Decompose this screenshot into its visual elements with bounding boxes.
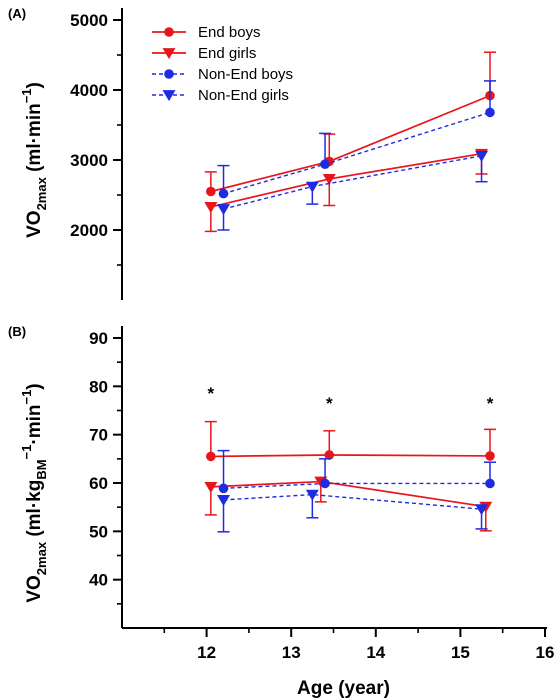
- panel-a-series-end-girls: [204, 148, 489, 233]
- panel-a-data-point-non-end-boys: [320, 159, 330, 169]
- legend-swatch-marker: [162, 90, 176, 102]
- panel-a-y-tick-label: 5000: [70, 11, 108, 30]
- panel-a-data-point-non-end-boys: [485, 107, 495, 118]
- y-axis-title-part: ): [24, 82, 45, 88]
- panel-a-data-point-end-girls: [322, 174, 336, 186]
- x-tick-label: 13: [282, 643, 301, 662]
- panel-a-series-line-non-end-girls: [223, 155, 482, 210]
- panel-a-label: (A): [8, 6, 26, 21]
- panel-b-series-line-end-boys: [210, 454, 491, 458]
- panel-a-series-non-end-girls: [217, 150, 489, 231]
- y-axis-title-part: −1: [19, 390, 34, 405]
- y-axis-title-part: VO: [24, 575, 45, 602]
- panel-b-series-line-non-end-girls: [223, 493, 482, 510]
- panel-b-series-non-end-girls: [217, 489, 489, 533]
- panel-b-data-point-end-boys: [206, 451, 216, 462]
- panel-a: (A) 2000 3000 4000 5000 VO2max (ml·min−1) End …: [8, 6, 497, 300]
- legend: End boys End girls Non-End boys Non-End gir…: [152, 24, 293, 104]
- panel-b-data-point-non-end-boys: [485, 478, 495, 489]
- panel-b-data-point-end-girls: [204, 481, 218, 494]
- panel-b-y-tick-label: 40: [89, 571, 108, 590]
- panel-b-data-point-non-end-girls: [475, 504, 489, 516]
- panel-a-series-non-end-boys: [217, 80, 497, 199]
- panel-b-data-point-non-end-boys: [218, 483, 229, 494]
- panel-a-y-axis-title: VO2max (ml·min−1): [19, 82, 49, 238]
- y-axis-title-part: ·min: [24, 405, 45, 445]
- x-tick-label: 12: [197, 643, 216, 662]
- x-tick-label: 14: [366, 643, 385, 662]
- panel-b-series-non-end-boys: [217, 449, 497, 494]
- significance-marker: *: [326, 394, 333, 413]
- significance-marker: *: [208, 384, 215, 403]
- panel-a-series-line-non-end-boys: [223, 111, 491, 195]
- panel-a-data-point-non-end-girls: [475, 150, 489, 162]
- panel-a-data-point-non-end-girls: [305, 181, 319, 193]
- y-axis-title-part: VO: [24, 210, 45, 237]
- panel-b-series-end-girls: [204, 476, 493, 532]
- x-tick-label: 16: [536, 643, 555, 662]
- panel-a-data-point-non-end-girls: [217, 204, 231, 216]
- x-tick-label: 15: [451, 643, 470, 662]
- panel-a-data-point-end-girls: [204, 202, 218, 214]
- panel-a-y-tick-label: 2000: [70, 221, 108, 240]
- panel-b-data-point-non-end-girls: [305, 489, 319, 501]
- panel-b-y-tick-label: 60: [89, 474, 108, 493]
- significance-marker: *: [487, 394, 494, 413]
- panel-b-y-tick-label: 90: [89, 329, 108, 348]
- panel-b-label: (B): [8, 324, 26, 339]
- y-axis-title-part: 2max: [34, 541, 49, 575]
- legend-swatch-marker: [164, 27, 174, 37]
- panel-a-y-tick-label: 3000: [70, 151, 108, 170]
- y-axis-title-part: (ml·min: [24, 103, 45, 177]
- panel-a-series-line-end-boys: [210, 94, 491, 193]
- legend-swatch-marker: [164, 69, 174, 79]
- legend-label-end-boys: End boys: [198, 24, 261, 41]
- legend-label-end-girls: End girls: [198, 45, 256, 62]
- panel-b-series-line-end-girls: [210, 480, 486, 508]
- panel-b-y-axis-title: VO2max (ml·kgBM−1·min−1): [19, 383, 49, 602]
- y-axis-title-part: −1: [19, 445, 34, 460]
- y-axis-title-part: −1: [19, 88, 34, 103]
- panel-b-y-tick-label: 80: [89, 377, 108, 396]
- panel-a-data-point-non-end-boys: [218, 188, 229, 199]
- panel-b-data-point-non-end-boys: [320, 478, 330, 489]
- x-axis-title: Age (year): [297, 678, 390, 699]
- y-axis-title-part: ): [24, 383, 45, 389]
- legend-label-non-end-boys: Non-End boys: [198, 66, 293, 83]
- panel-b-series-end-boys: [204, 420, 497, 462]
- panel-b-data-point-non-end-girls: [217, 495, 231, 507]
- panel-a-data-point-end-boys: [206, 186, 216, 197]
- panel-b-y-tick-label: 50: [89, 522, 108, 541]
- legend-label-non-end-girls: Non-End girls: [198, 87, 289, 104]
- y-axis-title-part: (ml·kg: [24, 480, 45, 542]
- panel-b-data-point-end-boys: [324, 450, 335, 460]
- panel-b-y-tick-label: 70: [89, 426, 108, 445]
- y-axis-title-part: 2max: [34, 176, 49, 210]
- panel-a-y-tick-label: 4000: [70, 81, 108, 100]
- y-axis-title-part: BM: [34, 459, 49, 479]
- legend-swatch-marker: [162, 48, 176, 60]
- panel-b-data-point-end-boys: [485, 451, 495, 461]
